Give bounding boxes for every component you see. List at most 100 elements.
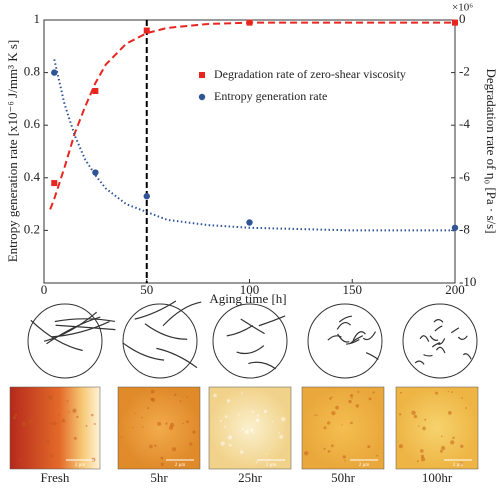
x-tick-label: 100 (240, 282, 260, 297)
legend-marker (199, 72, 205, 78)
sketch-chain (350, 335, 363, 344)
texture (171, 447, 177, 452)
texture (174, 393, 177, 397)
y2-tick-label: -6 (459, 169, 470, 184)
x-tick-label: 0 (41, 282, 48, 297)
sketch-chain (46, 316, 101, 345)
y2-tick-label: -10 (459, 274, 476, 289)
texture (323, 426, 327, 430)
texture (439, 449, 443, 453)
sketch-circle (307, 303, 383, 379)
texture (398, 444, 403, 449)
texture (253, 432, 255, 434)
texture (76, 415, 79, 419)
x-tick-label: 150 (343, 282, 363, 297)
texture (141, 416, 143, 419)
y2-tick-label: 0 (459, 11, 466, 26)
texture (447, 390, 450, 393)
texture (351, 397, 353, 400)
texture (91, 413, 94, 417)
texture (316, 414, 318, 417)
texture (281, 417, 286, 422)
sketch-chain (337, 333, 350, 343)
texture (400, 391, 403, 394)
texture (28, 420, 31, 424)
texture (141, 426, 144, 428)
fit-line (49, 21, 455, 210)
texture (459, 462, 464, 466)
texture (255, 461, 258, 464)
point (143, 193, 150, 200)
sketch-chain (431, 342, 441, 348)
y-tick-label: 0.8 (24, 64, 40, 79)
sketch-chain (248, 361, 277, 370)
scale-bar-label: 2 µm (266, 463, 277, 468)
sketch-chain (336, 321, 351, 330)
texture (85, 424, 88, 427)
texture (435, 391, 439, 395)
panel-label: Fresh (41, 470, 70, 485)
texture (357, 391, 360, 393)
texture (241, 427, 244, 430)
texture (422, 426, 426, 431)
texture (244, 429, 249, 434)
sketch-chain (346, 338, 360, 345)
texture (451, 391, 453, 393)
texture (132, 426, 134, 429)
texture (150, 389, 155, 394)
texture (350, 421, 353, 425)
panel-label: 25hr (238, 470, 263, 485)
texture (46, 439, 50, 444)
sketch-circle (122, 303, 198, 379)
texture (179, 400, 182, 402)
legend-label: Degradation rate of zero-shear viscosity (214, 67, 406, 81)
texture (213, 393, 217, 398)
sketch-circle (27, 303, 103, 379)
texture (368, 397, 372, 401)
sketch-chain (429, 335, 439, 341)
sketch-chain (327, 335, 342, 341)
panel-label: 100hr (422, 470, 453, 485)
sketch-circle (402, 303, 478, 379)
texture (186, 420, 189, 424)
texture (160, 462, 164, 466)
texture (226, 399, 231, 403)
texture (72, 408, 77, 413)
texture (151, 397, 156, 402)
sketch-chain (352, 331, 366, 341)
y-tick-label: 0.4 (24, 169, 41, 184)
plot-frame (43, 19, 456, 284)
texture (413, 414, 418, 419)
texture (461, 397, 464, 399)
y-axis-label: Entropy generation rate [x10⁻⁶ J/mm³ K s… (5, 40, 20, 263)
texture (47, 395, 53, 400)
y2-axis-label: Degradation rate of η₀ [Pa · s/s] (484, 68, 499, 233)
texture (452, 436, 455, 440)
sketch-chain (457, 335, 468, 340)
texture (227, 435, 233, 440)
texture (344, 460, 346, 462)
texture (255, 418, 260, 423)
texture (224, 415, 228, 418)
point (451, 224, 459, 231)
sketch-chain (44, 311, 98, 342)
sketch-chain (122, 342, 165, 361)
sketch-circle (212, 303, 288, 379)
texture (73, 436, 77, 440)
texture (19, 458, 22, 461)
sketch-chain (240, 318, 265, 335)
legend-marker (198, 93, 206, 101)
sketch-chain (226, 325, 254, 337)
point (246, 219, 253, 226)
sketch-chain (236, 345, 265, 355)
texture (271, 420, 274, 423)
texture (420, 449, 424, 453)
texture (157, 421, 162, 426)
y-tick-label: 0.6 (24, 116, 41, 131)
sketch-chain (338, 315, 352, 323)
texture (331, 444, 334, 448)
texture (241, 392, 243, 395)
texture (240, 450, 244, 454)
texture (189, 442, 193, 446)
point (92, 88, 99, 95)
